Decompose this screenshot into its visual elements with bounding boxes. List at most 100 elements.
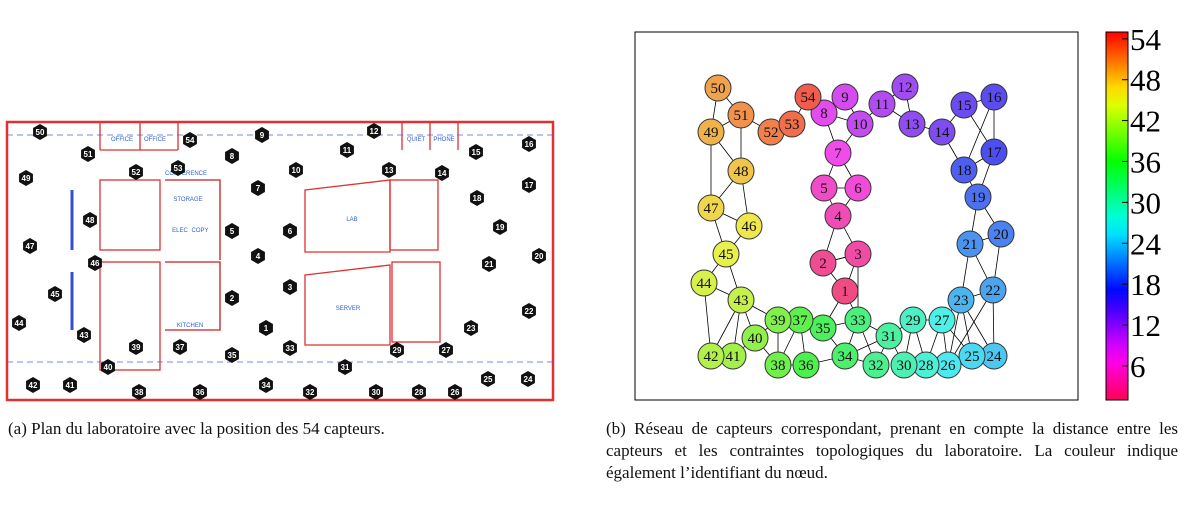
- node-label: 20: [994, 227, 1009, 243]
- sensor-label: 11: [343, 146, 352, 155]
- sensor-marker: [173, 339, 187, 355]
- sensor-label: 47: [26, 242, 35, 251]
- sensor-marker: [171, 160, 185, 176]
- sensor-marker: [33, 124, 47, 140]
- node: [810, 174, 838, 202]
- sensor-marker: [469, 144, 483, 160]
- node: [824, 139, 852, 167]
- node-label: 2: [819, 256, 827, 272]
- sensor-label: 29: [393, 346, 402, 355]
- sensor-label: 31: [341, 363, 350, 372]
- node: [704, 74, 732, 102]
- node-label: 24: [987, 349, 1003, 365]
- sensor-label: 4: [256, 252, 261, 261]
- sensor-label: 14: [438, 169, 447, 178]
- node-label: 17: [987, 145, 1003, 161]
- node: [712, 240, 740, 268]
- sensor-marker: [26, 377, 40, 393]
- colorbar-bar: [1105, 31, 1129, 401]
- node-label: 52: [764, 125, 779, 141]
- sensor-marker: [12, 315, 26, 331]
- room-label: ELEC: [172, 228, 188, 234]
- node-label: 1: [841, 284, 849, 300]
- node: [697, 118, 725, 146]
- colorbar: 6 12 18 24 30 36 42 48 54: [1105, 22, 1162, 401]
- node: [958, 342, 986, 370]
- node-label: 48: [734, 164, 749, 180]
- server-wall: [304, 264, 391, 346]
- node-label: 6: [854, 181, 862, 197]
- sensor-label: 33: [286, 344, 295, 353]
- node-label: 32: [869, 358, 884, 374]
- node: [950, 91, 978, 119]
- node: [844, 306, 872, 334]
- sensor-label: 15: [472, 148, 481, 157]
- sensor-label: 5: [230, 227, 235, 236]
- sensor-marker: [283, 223, 297, 239]
- colorbar-tick-label: 6: [1130, 349, 1146, 384]
- sensor-label: 6: [288, 227, 293, 236]
- node-label: 49: [704, 125, 719, 141]
- sensor-marker: [464, 320, 478, 336]
- node-label: 15: [957, 98, 972, 114]
- sensor-label: 40: [104, 363, 113, 372]
- node: [950, 156, 978, 184]
- node-label: 14: [935, 125, 951, 141]
- sensor-label: 43: [80, 331, 89, 340]
- sensor-marker: [19, 170, 33, 186]
- node: [844, 240, 872, 268]
- node-label: 31: [882, 329, 897, 345]
- sensor-marker: [77, 327, 91, 343]
- sensor-marker: [390, 342, 404, 358]
- node: [868, 90, 896, 118]
- node-label: 3: [854, 247, 862, 263]
- sensor-marker: [338, 359, 352, 375]
- sensor-label: 46: [91, 259, 100, 268]
- node: [890, 351, 918, 379]
- node-label: 45: [719, 247, 734, 263]
- stairs: [99, 179, 161, 251]
- sensor-label: 13: [385, 166, 394, 175]
- node-label: 41: [726, 349, 741, 365]
- sensor-label: 41: [66, 381, 75, 390]
- node: [947, 286, 975, 314]
- node-label: 36: [799, 358, 815, 374]
- office-walls: [99, 122, 459, 151]
- sensor-label: 54: [186, 136, 195, 145]
- node: [980, 83, 1008, 111]
- node-label: 27: [935, 313, 951, 329]
- node-label: 34: [838, 349, 854, 365]
- node: [846, 110, 874, 138]
- node-label: 8: [820, 106, 828, 122]
- node-label: 11: [875, 97, 889, 113]
- colorbar-tick-label: 30: [1130, 185, 1161, 220]
- node: [741, 324, 769, 352]
- node-label: 46: [742, 219, 758, 235]
- colorbar-tick-label: 36: [1130, 144, 1161, 179]
- sensor-marker: [412, 384, 426, 400]
- sensor-label: 16: [525, 140, 534, 149]
- colorbar-tick-label: 12: [1130, 308, 1161, 343]
- node: [794, 83, 822, 111]
- sensor-label: 25: [484, 375, 493, 384]
- node: [831, 83, 859, 111]
- sensor-label: 49: [22, 174, 31, 183]
- sensor-marker: [83, 212, 97, 228]
- sensor-label: 24: [524, 375, 533, 384]
- node: [727, 157, 755, 185]
- sensor-marker: [522, 136, 536, 152]
- sensor-label: 53: [174, 164, 183, 173]
- sensor-label: 50: [36, 128, 45, 137]
- sensor-marker: [259, 320, 273, 336]
- node: [891, 73, 919, 101]
- node-label: 38: [771, 358, 786, 374]
- node: [987, 220, 1015, 248]
- sensor-label: 39: [132, 343, 141, 352]
- colorbar-tick-label: 42: [1130, 104, 1161, 139]
- node-label: 4: [834, 209, 842, 225]
- node-label: 29: [906, 313, 921, 329]
- sensor-label: 9: [260, 131, 265, 140]
- room-label: SERVER: [336, 306, 361, 312]
